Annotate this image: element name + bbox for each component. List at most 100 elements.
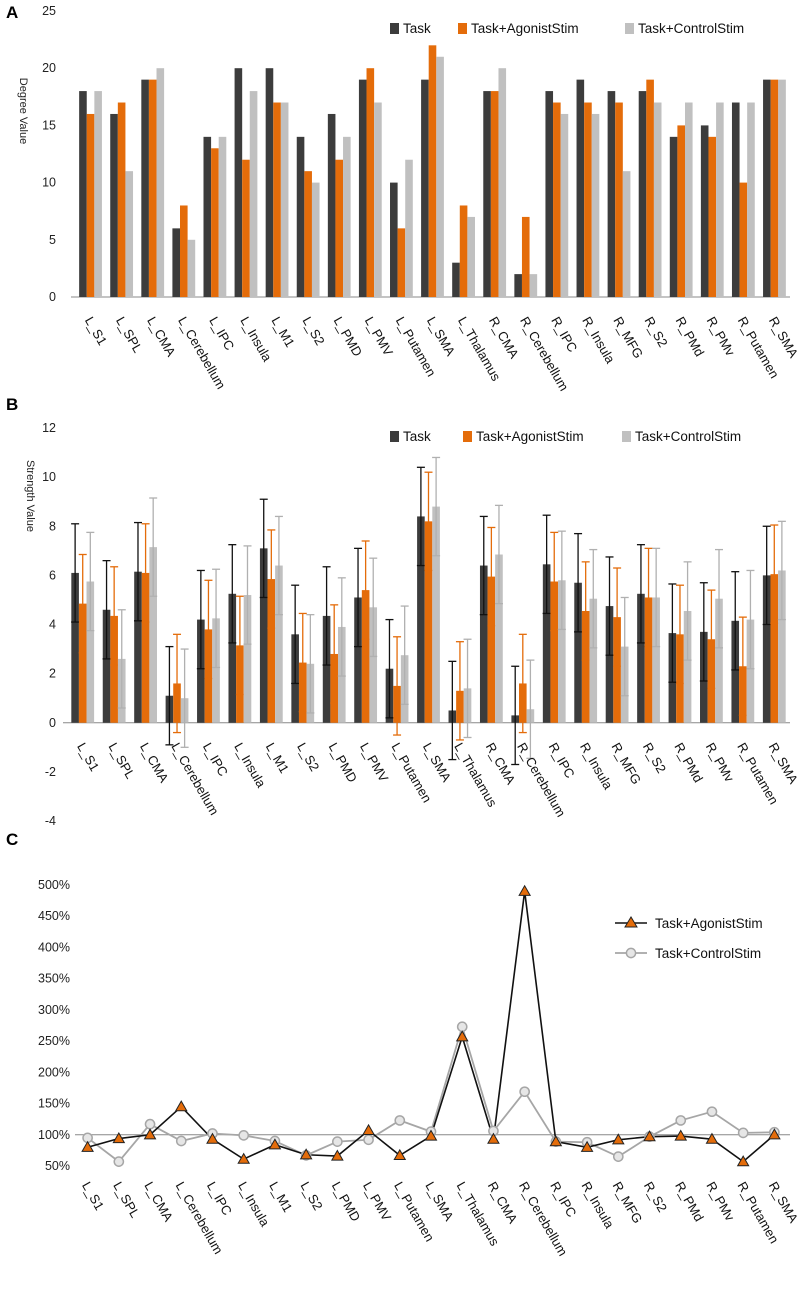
bar <box>243 595 252 723</box>
bar <box>259 548 268 723</box>
agonist-point <box>611 1133 625 1145</box>
bar <box>763 79 771 297</box>
y-tick-label: 4 <box>49 618 56 632</box>
bar <box>322 615 331 723</box>
bar <box>228 593 237 723</box>
bar <box>421 79 429 297</box>
x-tick-label: L_PMV <box>362 314 396 359</box>
bar <box>677 125 685 298</box>
bar <box>747 102 755 298</box>
x-tick-label: R_PMv <box>703 1179 738 1224</box>
y-tick-label: 450% <box>38 909 70 923</box>
series-line-control <box>87 1023 775 1163</box>
bar <box>141 572 150 723</box>
agonist-point <box>393 1148 407 1161</box>
x-tick-label: R_PMd <box>671 740 706 785</box>
agonist-point <box>580 1140 594 1152</box>
bar <box>273 102 281 298</box>
y-tick-label: -2 <box>45 765 56 779</box>
agonist-point <box>518 884 532 896</box>
control-point <box>706 1106 718 1118</box>
control-point <box>363 1134 374 1146</box>
agonist-point <box>424 1129 438 1141</box>
agonist-point <box>299 1148 313 1160</box>
x-tick-label: L_PMD <box>329 1179 364 1224</box>
bar <box>361 590 370 723</box>
y-tick-label: 10 <box>42 470 56 484</box>
x-tick-label: L_IPC <box>206 314 237 353</box>
bar <box>770 574 779 723</box>
legend-label: Task+ControlStim <box>655 946 761 961</box>
bar <box>653 102 662 298</box>
bar <box>102 609 111 723</box>
legend-label: Task+AgonistStim <box>471 21 579 36</box>
y-tick-label: 100% <box>38 1128 70 1142</box>
bar <box>304 171 312 297</box>
agonist-point <box>206 1132 219 1144</box>
bar <box>669 136 678 297</box>
bar <box>234 68 243 297</box>
y-tick-label: 300% <box>38 1003 70 1017</box>
bar <box>125 171 134 297</box>
agonist-point <box>330 1149 344 1161</box>
bar <box>683 610 692 723</box>
legend-label: Task+AgonistStim <box>655 916 763 931</box>
y-tick-label: 12 <box>42 421 56 435</box>
legend-swatch <box>622 431 631 442</box>
bar <box>615 102 623 298</box>
legend-label: Task <box>403 429 431 444</box>
agonist-point <box>112 1132 126 1144</box>
bar <box>684 102 693 298</box>
x-tick-label: R_IPC <box>546 740 578 781</box>
y-tick-label: 20 <box>42 61 56 75</box>
control-point <box>175 1135 187 1147</box>
bar <box>117 102 126 298</box>
bar <box>78 603 87 723</box>
bar <box>731 620 740 723</box>
y-tick-label: 200% <box>38 1065 70 1079</box>
bar <box>542 564 551 723</box>
bar <box>576 79 585 297</box>
x-tick-label: L_SPL <box>110 1179 143 1220</box>
legend-swatch <box>463 431 472 442</box>
legend-marker-control <box>625 947 637 959</box>
y-tick-label: 350% <box>38 972 70 986</box>
x-tick-label: L_SMA <box>420 740 454 785</box>
bar <box>172 228 181 297</box>
bar <box>86 581 95 723</box>
bar <box>156 68 165 297</box>
y-tick-label: 2 <box>49 667 56 681</box>
panel-b-letter: B <box>6 395 18 414</box>
bar <box>424 521 433 723</box>
bar <box>646 79 654 297</box>
bar <box>343 136 351 297</box>
bar <box>584 102 592 298</box>
bar <box>644 597 653 723</box>
bar <box>498 68 507 297</box>
bar <box>452 262 460 297</box>
bar <box>212 618 220 723</box>
x-tick-label: L_SMA <box>422 1179 456 1224</box>
bar <box>110 615 118 723</box>
legend-swatch <box>458 23 467 34</box>
y-tick-label: 5 <box>49 233 56 247</box>
bar <box>110 113 118 298</box>
x-tick-label: L_PMV <box>357 740 391 785</box>
bar <box>428 45 437 297</box>
agonist-point <box>768 1128 781 1140</box>
y-tick-label: 400% <box>38 940 70 954</box>
bar <box>622 171 631 297</box>
bar <box>762 575 771 723</box>
x-tick-label: L_M1 <box>263 740 292 776</box>
bar <box>558 580 566 723</box>
bar <box>296 136 305 297</box>
agonist-point <box>487 1132 500 1144</box>
bar <box>94 91 102 297</box>
bar <box>397 228 406 297</box>
control-point <box>144 1118 156 1130</box>
x-tick-label: L_M1 <box>268 314 297 350</box>
x-tick-label: L_S1 <box>82 314 110 348</box>
control-point <box>331 1136 343 1147</box>
bar <box>739 182 748 297</box>
